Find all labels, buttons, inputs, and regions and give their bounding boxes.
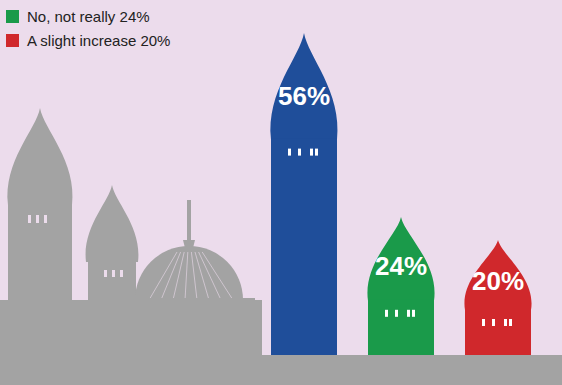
- svg-text:20%: 20%: [472, 266, 524, 296]
- html-text:A slight increase 20%: A slight increase 20%: [27, 31, 171, 49]
- html-text:No, not really 24%: No, not really 24%: [27, 7, 150, 25]
- svg-text:24%: 24%: [375, 251, 427, 281]
- svg-text:56%: 56%: [278, 81, 330, 111]
